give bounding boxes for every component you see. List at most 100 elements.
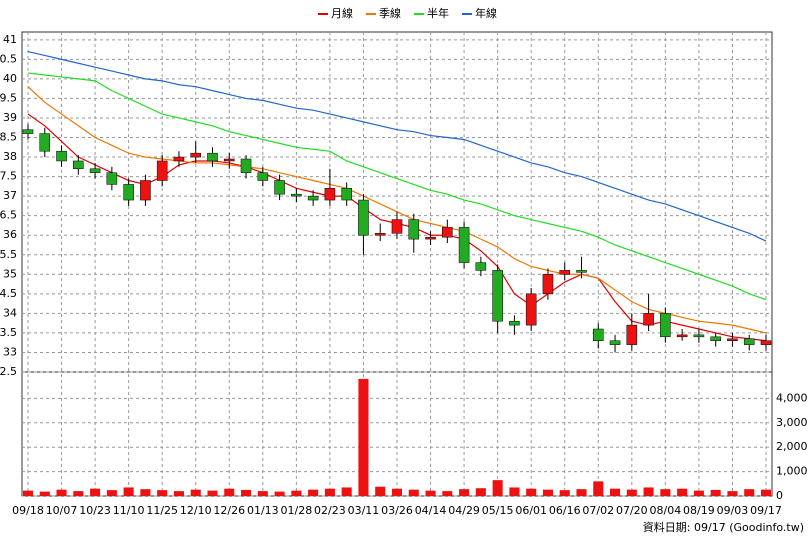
x-tick-label: 06/16 — [549, 504, 581, 517]
candle-body — [39, 133, 51, 152]
candle-body — [609, 340, 621, 345]
volume-bar — [39, 491, 50, 496]
y-tick-label: 4.5 — [0, 287, 17, 300]
candle-body — [257, 172, 269, 181]
volume-bar — [760, 489, 772, 496]
x-tick-label: 03/11 — [348, 504, 380, 517]
x-tick-label: 09/03 — [717, 504, 749, 517]
volume-bar — [157, 490, 168, 496]
volume-bar — [358, 378, 369, 496]
candle-body — [123, 184, 134, 201]
volume-bar — [693, 490, 704, 496]
x-tick-label: 11/10 — [113, 504, 145, 517]
candle-body — [274, 180, 285, 195]
y2-tick-label: 4,000 — [776, 391, 808, 404]
candle-body — [458, 227, 470, 263]
y-tick-label: 39 — [3, 111, 17, 124]
volume-bar — [626, 489, 637, 496]
x-tick-label: 04/14 — [415, 504, 447, 517]
candle-body — [73, 160, 84, 170]
legend-label: 年線 — [475, 6, 497, 20]
volume-bar — [526, 488, 537, 496]
volume-bar — [324, 488, 335, 496]
volume-bar — [408, 489, 419, 496]
y-tick-label: 3.5 — [0, 326, 17, 339]
y-tick-label: 2.5 — [0, 365, 17, 378]
volume-bar — [576, 489, 587, 496]
candle-body — [660, 313, 671, 338]
y-tick-label: 9.5 — [0, 91, 17, 104]
candle-body — [173, 156, 185, 162]
candle-body — [140, 180, 151, 201]
moving-average-line — [27, 72, 767, 301]
y2-tick-label: 0 — [776, 489, 783, 502]
x-tick-label: 03/26 — [381, 504, 413, 517]
volume-bar — [509, 487, 520, 496]
x-tick-label: 04/29 — [448, 504, 480, 517]
candle-body — [525, 293, 537, 326]
x-tick-label: 09/18 — [12, 504, 44, 517]
volume-bar — [257, 491, 268, 496]
candle-body — [291, 193, 302, 197]
y-tick-label: 8.5 — [0, 131, 17, 144]
candle-body — [643, 313, 654, 326]
y2-tick-label: 3,000 — [776, 416, 808, 429]
candle-body — [425, 236, 436, 240]
volume-bar — [308, 489, 319, 496]
legend-label: 季線 — [379, 6, 401, 20]
candle-body — [190, 152, 202, 158]
candle-body — [509, 320, 520, 326]
candle-body — [676, 334, 688, 338]
x-tick-label: 01/28 — [281, 504, 313, 517]
candle-body — [223, 158, 235, 162]
y-tick-label: 36 — [3, 228, 17, 241]
x-tick-label: 07/20 — [616, 504, 648, 517]
y-tick-label: 5.5 — [0, 248, 17, 261]
candle-body — [240, 158, 252, 173]
candle-body — [56, 150, 67, 162]
volume-bar — [610, 488, 621, 496]
candle-body — [475, 262, 487, 271]
candle-body — [307, 195, 319, 201]
volume-bar — [224, 488, 235, 496]
volume-bar — [744, 489, 755, 496]
volume-bar — [559, 490, 570, 496]
volume-bar — [442, 491, 453, 496]
x-tick-label: 11/25 — [146, 504, 178, 517]
y-tick-label: 7.5 — [0, 170, 17, 183]
x-tick-label: 09/17 — [750, 504, 782, 517]
candle-body — [391, 219, 403, 234]
candle-body — [156, 160, 168, 181]
candle-body — [542, 274, 554, 295]
volume-bar — [123, 487, 134, 496]
x-tick-label: 12/26 — [213, 504, 245, 517]
candle-body — [408, 219, 420, 240]
volume-bar — [22, 490, 34, 496]
y-tick-label: 33 — [3, 345, 17, 358]
candle-body — [743, 338, 755, 345]
candle-body — [341, 188, 352, 201]
volume-bar — [475, 488, 486, 496]
y-tick-label: 34 — [3, 306, 17, 319]
volume-bar — [593, 481, 604, 496]
volume-bar — [73, 491, 84, 496]
y-tick-label: 38 — [3, 150, 17, 163]
volume-bar — [459, 489, 470, 496]
candle-body — [626, 324, 638, 345]
candle-body — [358, 199, 369, 236]
candle-body — [324, 188, 336, 201]
candle-body — [710, 336, 721, 341]
candle-body — [727, 338, 738, 341]
volume-bar — [660, 489, 671, 496]
candle-body — [22, 129, 34, 134]
x-tick-label: 08/19 — [683, 504, 715, 517]
volume-bar — [375, 486, 386, 496]
x-tick-label: 02/23 — [314, 504, 346, 517]
candle-body — [207, 152, 218, 162]
candle-body — [374, 233, 386, 236]
volume-bar — [643, 487, 654, 496]
candle-body — [576, 270, 587, 273]
y2-tick-label: 1,000 — [776, 465, 808, 478]
candle-body — [693, 334, 705, 338]
